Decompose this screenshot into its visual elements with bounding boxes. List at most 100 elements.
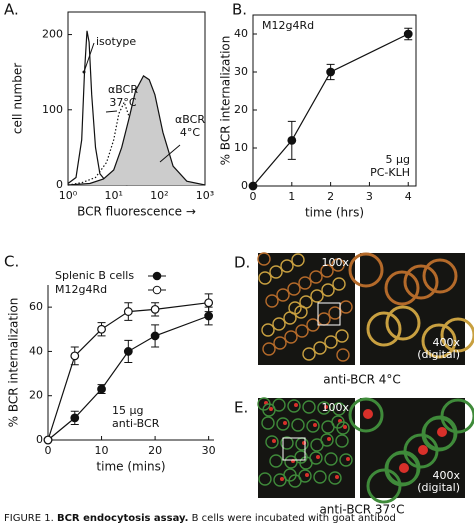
cell	[384, 451, 420, 487]
legend-marker	[152, 271, 162, 281]
data-point	[326, 67, 336, 77]
cell	[421, 416, 457, 452]
y-tick-label: 0	[56, 178, 63, 191]
cell	[440, 398, 474, 434]
pointer	[83, 42, 181, 163]
data-point	[70, 413, 80, 423]
annotation: anti-BCR	[112, 417, 160, 430]
zoom-low: 100x	[321, 401, 349, 414]
cell	[299, 456, 313, 470]
x-tick-label: 10²	[150, 189, 168, 202]
cell	[302, 400, 316, 414]
vesicle	[283, 421, 287, 425]
cell	[280, 259, 294, 273]
cell	[287, 282, 301, 296]
data-point	[97, 324, 106, 334]
cell	[348, 397, 384, 433]
vesicle	[316, 455, 320, 459]
zoom-high: (digital)	[417, 348, 460, 361]
zoom-high: 400x	[432, 336, 460, 349]
cell	[339, 453, 353, 467]
cell	[366, 311, 402, 347]
cell	[332, 402, 346, 416]
legend-label: Splenic B cells	[55, 269, 134, 282]
vesicle	[324, 405, 328, 409]
vesicle	[294, 403, 298, 407]
cell	[421, 323, 457, 359]
data-point	[43, 435, 53, 445]
cell	[280, 436, 294, 450]
cell	[288, 301, 302, 315]
vesicle	[437, 427, 447, 437]
cell	[331, 258, 345, 272]
cell	[336, 421, 350, 435]
vesicle	[399, 463, 409, 473]
x-tick-label: 2	[327, 190, 334, 203]
caption: FIGURE 1. BCR endocytosis assay. B cells…	[4, 513, 396, 524]
cell	[272, 317, 286, 331]
y-tick-label: 30	[234, 65, 248, 78]
cell	[332, 277, 346, 291]
cell	[403, 264, 439, 300]
cell	[276, 417, 290, 431]
cell	[336, 348, 350, 362]
cell	[258, 472, 272, 486]
zoom-box	[317, 302, 341, 326]
cell	[385, 305, 421, 341]
x-axis-label: time (hrs)	[305, 206, 364, 220]
annotation: 37°C	[109, 96, 136, 109]
cell	[269, 265, 283, 279]
vesicle	[327, 437, 331, 441]
data-point	[97, 384, 106, 394]
x-tick-label: 10	[95, 444, 109, 457]
y-tick-label: 0	[241, 179, 248, 192]
cell	[265, 294, 279, 308]
cell	[262, 403, 276, 417]
y-tick-label: 100	[42, 103, 63, 116]
y-axis-label: cell number	[11, 63, 25, 134]
data-point	[248, 181, 258, 191]
x-tick-label: 20	[148, 444, 162, 457]
y-axis-label: % BCR internalization	[7, 298, 21, 428]
cell	[317, 401, 331, 415]
annotation: 15 µg	[112, 404, 143, 417]
annotation: 5 µg	[386, 153, 410, 166]
annotation: 4°C	[180, 126, 200, 139]
x-axis-label: BCR fluorescence →	[77, 205, 196, 219]
cell	[261, 416, 275, 430]
cell	[261, 323, 275, 337]
data-point	[204, 298, 214, 308]
vesicle	[272, 439, 276, 443]
cell	[422, 258, 458, 294]
data-point	[403, 29, 413, 39]
cell	[324, 452, 338, 466]
cell	[328, 306, 342, 320]
series-line	[252, 33, 409, 187]
cell	[298, 276, 312, 290]
cell	[335, 329, 349, 343]
cell	[440, 317, 474, 353]
cell	[269, 454, 283, 468]
cell	[299, 295, 313, 309]
vesicle	[313, 423, 317, 427]
cell	[262, 342, 276, 356]
vesicle	[418, 445, 428, 455]
annotation: M12g4Rd	[262, 19, 314, 32]
cell	[291, 253, 305, 267]
x-tick-label: 1	[288, 190, 295, 203]
cell	[288, 474, 302, 488]
cell	[309, 270, 323, 284]
y-tick-label: 20	[234, 103, 248, 116]
y-tick-label: 40	[234, 27, 248, 40]
legend-label: M12g4Rd	[55, 283, 107, 296]
cell	[273, 336, 287, 350]
caption-prefix: FIGURE 1.	[4, 513, 54, 524]
cell	[306, 419, 320, 433]
cell	[284, 330, 298, 344]
pointer-dot	[82, 70, 86, 74]
caption-title: BCR endocytosis assay.	[57, 513, 188, 524]
vesicle	[346, 457, 350, 461]
y-tick-label: 0	[36, 433, 43, 446]
data-point	[150, 304, 160, 314]
panel-letter: A.	[4, 1, 19, 19]
